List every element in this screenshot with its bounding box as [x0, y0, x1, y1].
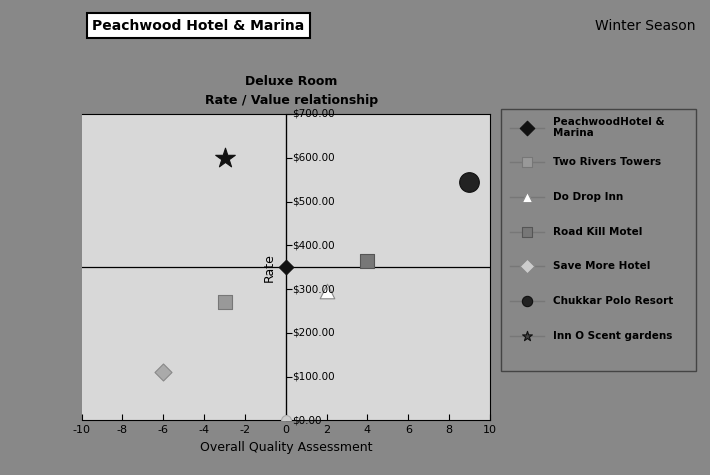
Point — [158, 369, 169, 376]
Point — [280, 417, 291, 424]
Text: Road Kill Motel: Road Kill Motel — [553, 227, 643, 237]
Text: $400.00: $400.00 — [292, 240, 334, 250]
Point — [280, 263, 291, 271]
Text: $0.00: $0.00 — [292, 415, 322, 426]
Y-axis label: Rate: Rate — [263, 253, 275, 282]
Point — [521, 124, 532, 132]
Text: Save More Hotel: Save More Hotel — [553, 261, 650, 271]
Point — [464, 178, 475, 186]
Text: $600.00: $600.00 — [292, 153, 334, 163]
Text: Deluxe Room: Deluxe Room — [245, 75, 337, 88]
Point — [521, 159, 532, 166]
Point — [521, 263, 532, 270]
Text: Two Rivers Towers: Two Rivers Towers — [553, 157, 662, 167]
Point — [361, 257, 373, 265]
Text: $200.00: $200.00 — [292, 328, 334, 338]
Text: Chukkar Polo Resort: Chukkar Polo Resort — [553, 296, 674, 306]
Point — [219, 154, 230, 162]
Text: Rate / Value relationship: Rate / Value relationship — [204, 94, 378, 107]
Text: Do Drop Inn: Do Drop Inn — [553, 192, 623, 202]
Text: Winter Season: Winter Season — [595, 19, 696, 33]
Point — [521, 193, 532, 201]
Text: Peachwood Hotel & Marina: Peachwood Hotel & Marina — [92, 19, 305, 33]
Text: PeachwoodHotel &
Marina: PeachwoodHotel & Marina — [553, 117, 665, 138]
X-axis label: Overall Quality Assessment: Overall Quality Assessment — [200, 441, 372, 454]
Text: Inn O Scent gardens: Inn O Scent gardens — [553, 331, 672, 341]
Point — [521, 297, 532, 305]
Text: $300.00: $300.00 — [292, 284, 334, 294]
Point — [219, 298, 230, 306]
Point — [521, 332, 532, 340]
Point — [321, 287, 332, 295]
Point — [521, 228, 532, 236]
Text: $100.00: $100.00 — [292, 371, 334, 381]
Text: $500.00: $500.00 — [292, 197, 334, 207]
Text: $700.00: $700.00 — [292, 109, 334, 119]
